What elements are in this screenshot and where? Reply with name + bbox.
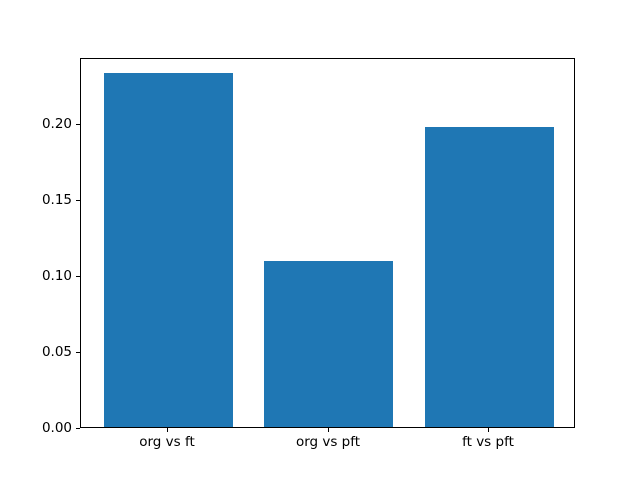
x-tick-mark [488, 428, 489, 432]
y-tick-label: 0.20 [41, 116, 72, 132]
bar-org-vs-ft [104, 73, 233, 427]
plot-area [80, 58, 575, 428]
y-tick-label: 0.00 [41, 420, 72, 436]
y-tick-mark [76, 352, 80, 353]
x-tick-mark [328, 428, 329, 432]
x-tick-label: ft vs pft [462, 434, 514, 450]
y-tick-label: 0.10 [41, 268, 72, 284]
y-tick-mark [76, 200, 80, 201]
bar-ft-vs-pft [425, 127, 554, 427]
y-tick-label: 0.05 [41, 344, 72, 360]
bar-org-vs-pft [264, 261, 393, 427]
x-tick-label: org vs pft [295, 434, 361, 450]
y-tick-mark [76, 124, 80, 125]
y-tick-mark [76, 428, 80, 429]
y-tick-label: 0.15 [41, 192, 72, 208]
x-tick-label: org vs ft [139, 434, 195, 450]
x-tick-mark [167, 428, 168, 432]
y-tick-mark [76, 276, 80, 277]
